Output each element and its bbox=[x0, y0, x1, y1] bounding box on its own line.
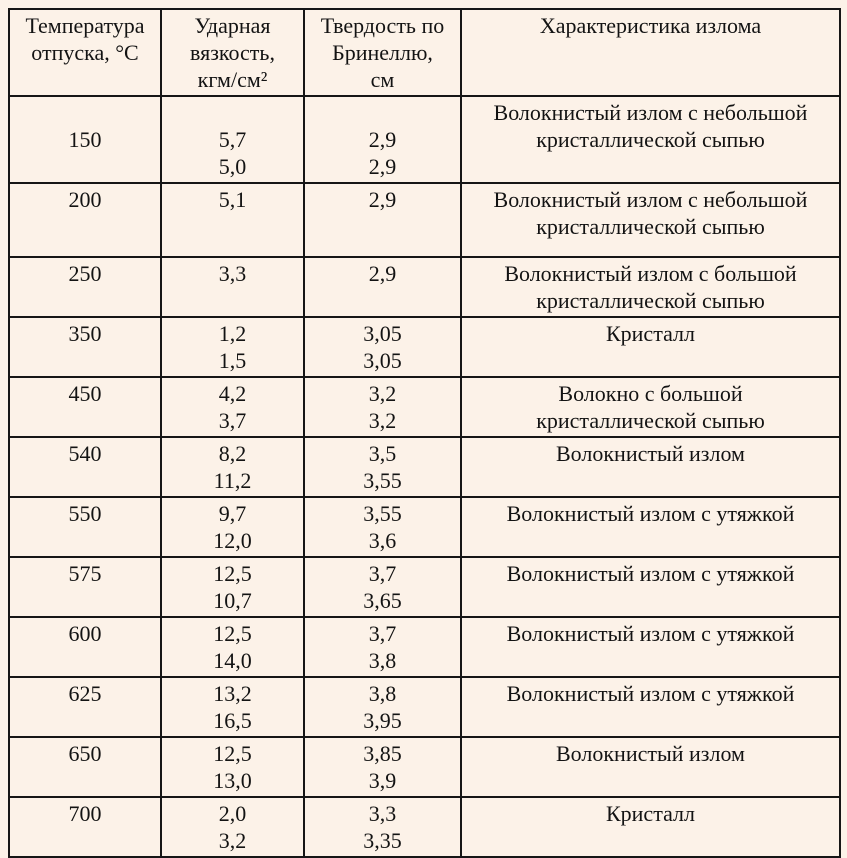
table-row: 650 12,5 13,0 3,85 3,9 Волокнистый излом bbox=[8, 736, 841, 798]
cell-fracture: Волокнистый излом с небольшой кристаллич… bbox=[460, 95, 841, 184]
cell-fracture: Волокнистый излом bbox=[460, 736, 841, 798]
cell-temperature: 625 bbox=[8, 676, 162, 738]
table-row: 625 13,2 16,5 3,8 3,95 Волокнистый излом… bbox=[8, 676, 841, 738]
cell-toughness: 5,1 bbox=[160, 182, 305, 258]
cell-temperature: 650 bbox=[8, 736, 162, 798]
cell-toughness: 5,7 5,0 bbox=[160, 95, 305, 184]
cell-temperature: 700 bbox=[8, 796, 162, 858]
table-row: 350 1,2 1,5 3,05 3,05 Кристалл bbox=[8, 316, 841, 378]
table-row: 250 3,3 2,9 Волокнистый излом с большой … bbox=[8, 256, 841, 318]
cell-temperature: 200 bbox=[8, 182, 162, 258]
table-row: 200 5,1 2,9 Волокнистый излом с небольшо… bbox=[8, 182, 841, 258]
cell-toughness: 1,2 1,5 bbox=[160, 316, 305, 378]
header-toughness: Ударная вязкость, кгм/см² bbox=[160, 8, 305, 97]
cell-toughness: 12,5 13,0 bbox=[160, 736, 305, 798]
tempering-properties-table: Температура отпуска, °С Ударная вязкость… bbox=[8, 8, 841, 858]
table-row: 540 8,2 11,2 3,5 3,55 Волокнистый излом bbox=[8, 436, 841, 498]
cell-fracture: Волокнистый излом с утяжкой bbox=[460, 676, 841, 738]
cell-fracture: Кристалл bbox=[460, 316, 841, 378]
cell-toughness: 2,0 3,2 bbox=[160, 796, 305, 858]
table-row: 600 12,5 14,0 3,7 3,8 Волокнистый излом … bbox=[8, 616, 841, 678]
cell-toughness: 3,3 bbox=[160, 256, 305, 318]
cell-fracture: Волокнистый излом с большой кристалличес… bbox=[460, 256, 841, 318]
cell-hardness: 2,9 bbox=[303, 182, 462, 258]
cell-hardness: 3,5 3,55 bbox=[303, 436, 462, 498]
cell-temperature: 575 bbox=[8, 556, 162, 618]
cell-temperature: 540 bbox=[8, 436, 162, 498]
cell-fracture: Волокно с большой кристаллической сыпью bbox=[460, 376, 841, 438]
cell-hardness: 3,05 3,05 bbox=[303, 316, 462, 378]
cell-hardness: 3,55 3,6 bbox=[303, 496, 462, 558]
table-row: 700 2,0 3,2 3,3 3,35 Кристалл bbox=[8, 796, 841, 858]
cell-hardness: 3,85 3,9 bbox=[303, 736, 462, 798]
cell-fracture: Кристалл bbox=[460, 796, 841, 858]
cell-toughness: 12,5 14,0 bbox=[160, 616, 305, 678]
cell-fracture: Волокнистый излом с утяжкой bbox=[460, 556, 841, 618]
cell-temperature: 450 bbox=[8, 376, 162, 438]
cell-toughness: 13,2 16,5 bbox=[160, 676, 305, 738]
table-row: 150 5,7 5,0 2,9 2,9 Волокнистый излом с … bbox=[8, 95, 841, 184]
cell-fracture: Волокнистый излом с утяжкой bbox=[460, 496, 841, 558]
cell-toughness: 9,7 12,0 bbox=[160, 496, 305, 558]
table-row: 575 12,5 10,7 3,7 3,65 Волокнистый излом… bbox=[8, 556, 841, 618]
cell-hardness: 3,2 3,2 bbox=[303, 376, 462, 438]
cell-toughness: 12,5 10,7 bbox=[160, 556, 305, 618]
cell-fracture: Волокнистый излом bbox=[460, 436, 841, 498]
cell-temperature: 550 bbox=[8, 496, 162, 558]
cell-hardness: 3,7 3,8 bbox=[303, 616, 462, 678]
cell-temperature: 350 bbox=[8, 316, 162, 378]
cell-temperature: 600 bbox=[8, 616, 162, 678]
cell-fracture: Волокнистый излом с утяжкой bbox=[460, 616, 841, 678]
table-row: 450 4,2 3,7 3,2 3,2 Волокно с большой кр… bbox=[8, 376, 841, 438]
cell-hardness: 2,9 2,9 bbox=[303, 95, 462, 184]
cell-hardness: 3,3 3,35 bbox=[303, 796, 462, 858]
cell-temperature: 150 bbox=[8, 95, 162, 184]
header-fracture: Характеристика излома bbox=[460, 8, 841, 97]
cell-fracture: Волокнистый излом с небольшой кристаллич… bbox=[460, 182, 841, 258]
header-row: Температура отпуска, °С Ударная вязкость… bbox=[8, 8, 841, 97]
cell-temperature: 250 bbox=[8, 256, 162, 318]
cell-toughness: 8,2 11,2 bbox=[160, 436, 305, 498]
header-hardness: Твердость по Бринеллю, см bbox=[303, 8, 462, 97]
cell-hardness: 2,9 bbox=[303, 256, 462, 318]
cell-toughness: 4,2 3,7 bbox=[160, 376, 305, 438]
cell-hardness: 3,7 3,65 bbox=[303, 556, 462, 618]
table-row: 550 9,7 12,0 3,55 3,6 Волокнистый излом … bbox=[8, 496, 841, 558]
header-temperature: Температура отпуска, °С bbox=[8, 8, 162, 97]
cell-hardness: 3,8 3,95 bbox=[303, 676, 462, 738]
